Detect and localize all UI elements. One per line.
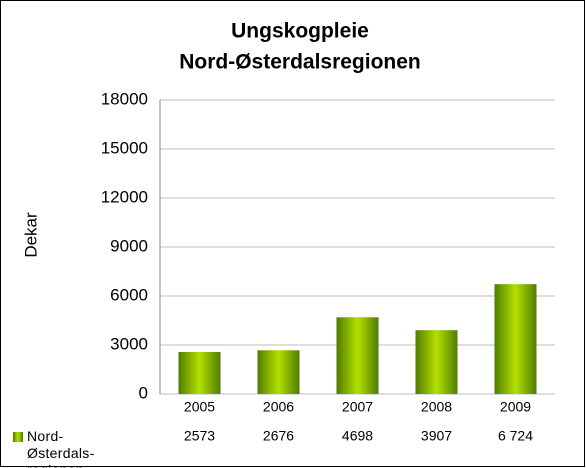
x-tick-label: 2005 — [184, 399, 215, 415]
bar — [336, 317, 379, 394]
legend-swatch — [13, 432, 23, 442]
legend-label: Nord-Østerdals-regionen — [27, 428, 95, 468]
chart-title: Nord-Østerdalsregionen — [179, 51, 421, 74]
y-tick-label: 3000 — [110, 334, 148, 353]
bar — [178, 351, 221, 394]
bar — [415, 330, 458, 394]
data-table-value: 6 724 — [498, 428, 533, 444]
data-table-value: 2676 — [263, 428, 294, 444]
y-tick-label: 9000 — [110, 236, 148, 255]
y-tick-label: 12000 — [101, 187, 148, 206]
data-table-value: 3907 — [421, 428, 452, 444]
chart-title: Ungskogpleie — [231, 20, 369, 43]
x-tick-label: 2006 — [263, 399, 294, 415]
bar — [494, 284, 537, 394]
data-table-value: 2573 — [184, 428, 215, 444]
y-tick-label: 6000 — [110, 285, 148, 304]
bar — [257, 350, 300, 394]
data-table-value: 4698 — [342, 428, 373, 444]
y-tick-label: 0 — [139, 383, 148, 402]
x-tick-label: 2009 — [500, 399, 531, 415]
y-tick-label: 15000 — [101, 138, 148, 157]
y-tick-label: 18000 — [101, 89, 148, 108]
y-axis-label: Dekar — [21, 212, 40, 258]
x-tick-label: 2008 — [421, 399, 452, 415]
x-tick-label: 2007 — [342, 399, 373, 415]
